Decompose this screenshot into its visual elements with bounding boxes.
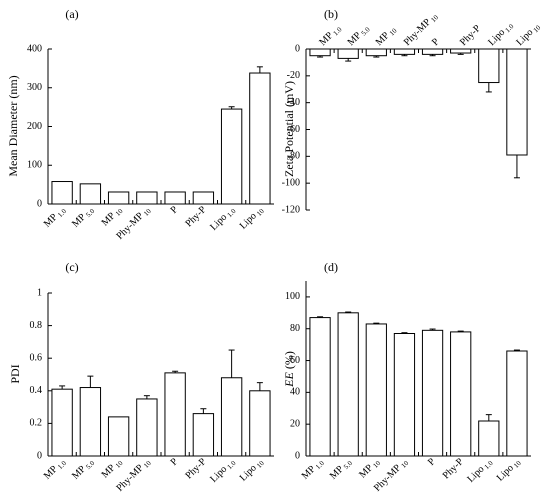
bar-6 <box>192 191 215 205</box>
category-label: Lipo 10 <box>514 20 542 48</box>
y-tick-label: -120 <box>282 204 300 215</box>
bar-2 <box>337 48 359 59</box>
category-label: Lipo 10 <box>238 204 266 232</box>
bar-1 <box>309 48 331 57</box>
y-tick-label: 0.8 <box>30 320 43 331</box>
bar-4 <box>393 48 416 55</box>
y-tick-label: -40 <box>287 97 300 108</box>
category-label: MP 5.0 <box>70 456 96 482</box>
bar-8 <box>506 350 528 457</box>
category-label: Lipo 10 <box>238 456 266 484</box>
y-tick-label: 0.6 <box>30 352 43 363</box>
panel-label: (d) <box>324 260 338 274</box>
y-tick-label: 0.4 <box>30 385 43 396</box>
y-tick-label: 0 <box>37 198 42 209</box>
panel-1: (a) Mean Diameter (nm) 0 100 200 300 400 MP 1.0… <box>6 7 274 242</box>
y-tick-label: -20 <box>287 70 300 81</box>
bar-7 <box>478 420 500 457</box>
bar-2 <box>79 387 102 457</box>
bar-6 <box>450 48 472 54</box>
y-tick-label: 200 <box>27 121 42 132</box>
category-label: Phy-P <box>183 204 208 229</box>
bar-4 <box>136 398 158 457</box>
bar-8 <box>506 48 528 156</box>
y-axis-label: EE (%) <box>282 351 296 388</box>
category-label: Phy-P <box>458 23 483 48</box>
category-label: MP 1.0 <box>300 456 326 482</box>
category-label: Lipo 1.0 <box>208 204 238 234</box>
y-tick-label: 0 <box>37 450 42 461</box>
category-label: MP 10 <box>357 456 382 481</box>
bar-7 <box>220 108 243 205</box>
bar-1 <box>309 317 331 457</box>
bar-2 <box>79 183 102 205</box>
y-tick-label: 80 <box>290 323 300 334</box>
bar-4 <box>393 333 416 457</box>
panel-label: (b) <box>324 7 338 21</box>
y-tick-label: 40 <box>290 387 300 398</box>
y-tick-label: 20 <box>290 418 300 429</box>
category-label: Phy-P <box>441 456 466 481</box>
y-tick-label: -100 <box>282 177 300 188</box>
y-axis-label: PDI <box>8 364 22 383</box>
y-tick-label: 0.2 <box>30 418 43 429</box>
panel-label: (a) <box>65 7 78 21</box>
category-label: MP 1.0 <box>42 204 68 230</box>
y-tick-label: 1 <box>37 287 42 298</box>
category-label: Lipo 1.0 <box>208 456 238 486</box>
category-label: MP 1.0 <box>317 22 343 48</box>
y-tick-label: 300 <box>27 82 42 93</box>
panel-2: (b) Zeta Potential (mV) 0 -20 -40 -60 -80 -100 -… <box>282 7 543 216</box>
y-tick-label: 400 <box>27 43 42 54</box>
bar-5 <box>421 329 444 457</box>
y-tick-label: 100 <box>27 160 42 171</box>
y-axis-label: Zeta Potential (mV) <box>282 81 296 177</box>
category-label: Lipo 1.0 <box>465 456 495 486</box>
category-label: P <box>169 204 181 216</box>
bar-5 <box>164 191 186 205</box>
bar-3 <box>365 323 387 457</box>
category-label: Lipo 1.0 <box>486 19 516 49</box>
y-tick-label: -80 <box>287 151 300 162</box>
category-label: MP 5.0 <box>70 204 96 230</box>
bar-4 <box>136 191 158 205</box>
bar-7 <box>478 48 500 84</box>
bar-8 <box>249 72 271 205</box>
category-label: Phy-P <box>183 456 208 481</box>
category-label: MP 10 <box>100 204 125 229</box>
bar-3 <box>365 48 387 57</box>
bar-1 <box>51 181 73 205</box>
category-label: Lipo 10 <box>495 456 523 484</box>
y-tick-label: 0 <box>295 43 300 54</box>
category-label: MP 10 <box>374 24 399 49</box>
bar-6 <box>192 413 215 457</box>
y-tick-label: 60 <box>290 355 300 366</box>
category-label: P <box>169 456 181 468</box>
bar-8 <box>249 390 271 457</box>
y-tick-label: -60 <box>287 124 300 135</box>
y-tick-label: 0 <box>295 450 300 461</box>
category-label: MP 10 <box>100 456 125 481</box>
bar-5 <box>164 372 186 457</box>
category-label: P <box>430 36 442 48</box>
bar-3 <box>107 191 130 205</box>
category-label: MP 1.0 <box>42 456 68 482</box>
bar-3 <box>107 416 130 457</box>
y-tick-label: 100 <box>285 291 300 302</box>
bar-7 <box>220 377 243 457</box>
category-label: MP 5.0 <box>346 22 372 48</box>
bar-5 <box>421 48 444 55</box>
category-label: P <box>426 456 438 468</box>
bar-2 <box>337 312 359 457</box>
panel-label: (c) <box>65 260 78 274</box>
bar-6 <box>450 331 472 457</box>
category-label: MP 5.0 <box>328 456 354 482</box>
panel-4: (d) EE (%) 0 20 40 60 80 100 MP 1.0 MP 5.0 MP 10 Ph… <box>282 260 531 494</box>
y-axis-label: Mean Diameter (nm) <box>6 75 20 176</box>
bar-1 <box>51 388 73 457</box>
panel-3: (c) PDI 0 0.2 0.4 0.6 0.8 1 MP 1.0 MP 5.0 MP 10 Phy… <box>8 260 274 494</box>
